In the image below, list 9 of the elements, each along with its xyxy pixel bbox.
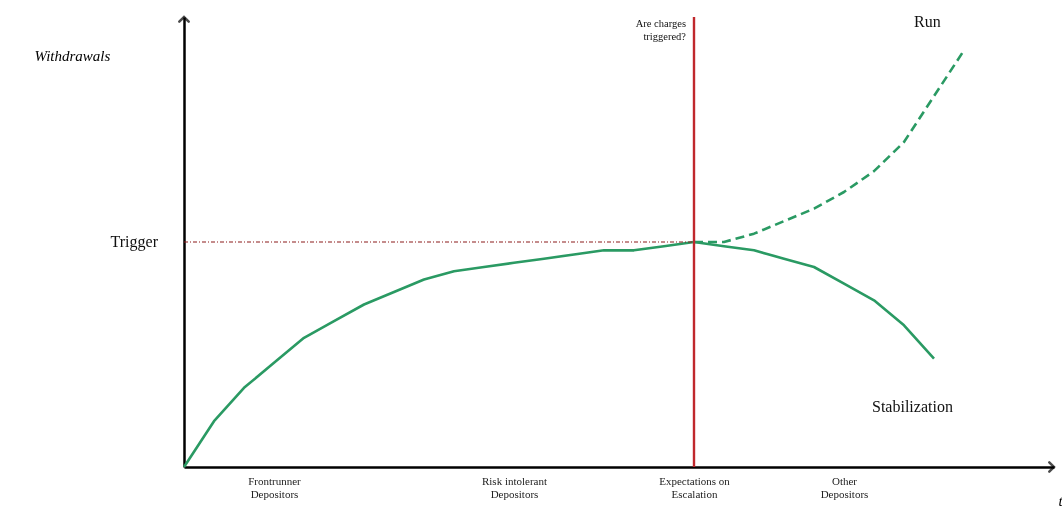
ref-line-label: Trigger <box>110 233 159 251</box>
series-label: Run <box>914 13 941 31</box>
text: Stabilization <box>872 397 953 415</box>
x-tick-label: Frontrunner Depositors <box>248 474 302 500</box>
ref-line-label: Are charges triggered? <box>635 18 687 42</box>
x-tick-label: Risk intolerant Depositors <box>481 474 548 500</box>
x-tick-label: Expectations on Escalation <box>659 474 731 500</box>
x-tick-label: Other Depositors <box>820 474 869 500</box>
y-axis-title: Withdrawals <box>34 47 111 64</box>
